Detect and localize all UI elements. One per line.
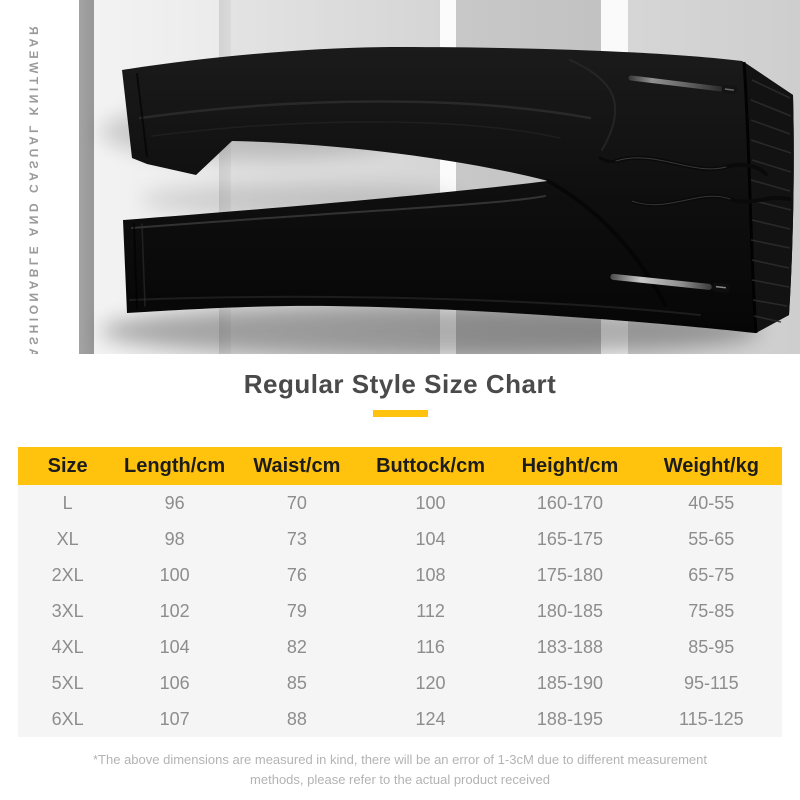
size-cell: XL bbox=[56, 528, 79, 549]
table-row: 4XL 104 82 116 183-188 85-95 bbox=[18, 629, 782, 665]
size-chart-section: Size Length/cm Waist/cm Buttock/cm Heigh… bbox=[18, 447, 782, 737]
length-cell: 96 bbox=[164, 492, 185, 513]
drawstring bbox=[598, 155, 791, 207]
page-title: Regular Style Size Chart bbox=[243, 369, 557, 399]
weight-cell: 85-95 bbox=[688, 636, 735, 657]
height-cell: 188-195 bbox=[536, 708, 603, 729]
waist-cell: 85 bbox=[286, 672, 307, 693]
table-row: 6XL 107 88 124 188-195 115-125 bbox=[18, 701, 782, 737]
table-header: Size Length/cm Waist/cm Buttock/cm Heigh… bbox=[18, 447, 782, 485]
length-cell: 102 bbox=[159, 600, 190, 621]
header-height: Height/cm bbox=[499, 447, 641, 485]
waist-cell: 73 bbox=[286, 528, 307, 549]
size-cell: 6XL bbox=[51, 708, 84, 729]
pants-silhouette bbox=[122, 47, 794, 334]
header-weight: Weight/kg bbox=[640, 447, 782, 485]
measurement-note: *The above dimensions are measured in ki… bbox=[0, 750, 800, 790]
buttock-cell: 108 bbox=[415, 564, 446, 585]
header-waist: Waist/cm bbox=[231, 447, 362, 485]
black-pants-image bbox=[100, 47, 794, 354]
weight-cell: 115-125 bbox=[678, 708, 744, 729]
length-cell: 107 bbox=[159, 708, 190, 729]
note-line-1: *The above dimensions are measured in ki… bbox=[93, 752, 707, 767]
waist-cell: 76 bbox=[286, 564, 307, 585]
zipper-top bbox=[628, 75, 738, 95]
header-row: Size Length/cm Waist/cm Buttock/cm Heigh… bbox=[18, 447, 782, 485]
buttock-cell: 120 bbox=[415, 672, 446, 693]
waist-cell: 70 bbox=[286, 492, 307, 513]
weight-cell: 40-55 bbox=[688, 492, 735, 513]
size-cell: L bbox=[62, 492, 73, 513]
header-length: Length/cm bbox=[117, 447, 232, 485]
size-cell: 5XL bbox=[51, 672, 84, 693]
size-cell: 3XL bbox=[51, 600, 84, 621]
weight-cell: 65-75 bbox=[688, 564, 735, 585]
product-photo: FASHIONABLE AND CASUAL KNITWEAR bbox=[0, 0, 800, 354]
waist-cell: 88 bbox=[286, 708, 307, 729]
header-size: Size bbox=[18, 447, 118, 485]
title-underline bbox=[372, 410, 428, 417]
waist-cell: 79 bbox=[286, 600, 307, 621]
height-cell: 180-185 bbox=[536, 600, 603, 621]
size-cell: 2XL bbox=[51, 564, 84, 585]
table-row: XL 98 73 104 165-175 55-65 bbox=[18, 521, 782, 557]
weight-cell: 75-85 bbox=[688, 600, 735, 621]
height-cell: 160-170 bbox=[536, 492, 603, 513]
length-cell: 100 bbox=[159, 564, 190, 585]
waist-cell: 82 bbox=[286, 636, 307, 657]
header-buttock: Buttock/cm bbox=[361, 447, 500, 485]
height-cell: 185-190 bbox=[536, 672, 603, 693]
buttock-cell: 100 bbox=[415, 492, 446, 513]
size-cell: 4XL bbox=[51, 636, 84, 657]
table-body: L 96 70 100 160-170 40-55 XL 98 73 104 1… bbox=[18, 485, 782, 737]
buttock-cell: 112 bbox=[416, 600, 445, 621]
size-chart-table: Size Length/cm Waist/cm Buttock/cm Heigh… bbox=[18, 447, 782, 737]
length-cell: 98 bbox=[164, 528, 185, 549]
buttock-cell: 104 bbox=[415, 528, 446, 549]
table-row: L 96 70 100 160-170 40-55 bbox=[18, 485, 782, 521]
height-cell: 175-180 bbox=[536, 564, 603, 585]
title-section: Regular Style Size Chart bbox=[0, 354, 800, 417]
weight-cell: 95-115 bbox=[683, 672, 739, 693]
buttock-cell: 124 bbox=[415, 708, 446, 729]
table-row: 5XL 106 85 120 185-190 95-115 bbox=[18, 665, 782, 701]
length-cell: 106 bbox=[159, 672, 190, 693]
zipper-bottom bbox=[610, 273, 730, 293]
length-cell: 104 bbox=[159, 636, 190, 657]
note-line-2: methods, please refer to the actual prod… bbox=[250, 772, 550, 788]
weight-cell: 55-65 bbox=[688, 528, 735, 549]
table-row: 3XL 102 79 112 180-185 75-85 bbox=[18, 593, 782, 629]
height-cell: 183-188 bbox=[536, 636, 603, 657]
buttock-cell: 116 bbox=[416, 636, 445, 657]
table-row: 2XL 100 76 108 175-180 65-75 bbox=[18, 557, 782, 593]
height-cell: 165-175 bbox=[536, 528, 603, 549]
